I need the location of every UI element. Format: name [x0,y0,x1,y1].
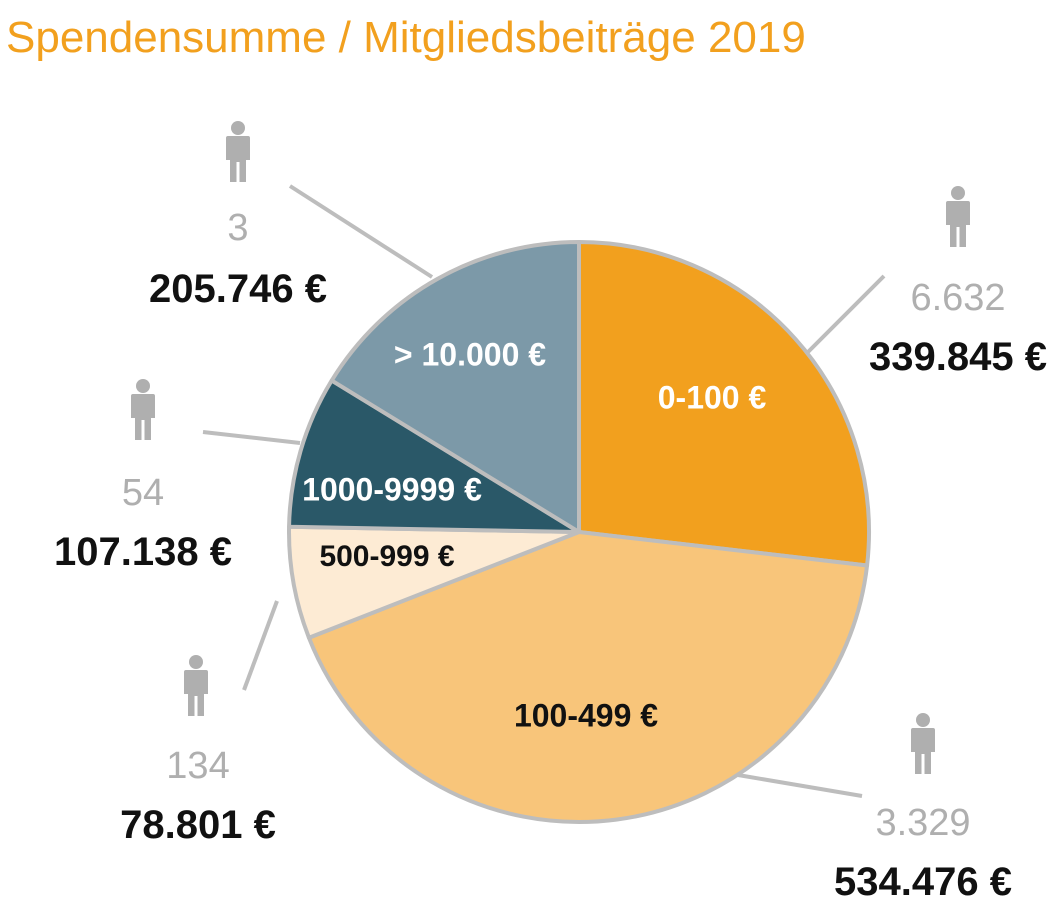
pie-slice [577,240,871,568]
leader-line [202,430,301,445]
callout: 54 107.138 € [54,379,232,574]
slice-label: 1000-9999 € [302,471,482,507]
leader-line [737,773,863,798]
slice-label: 0-100 € [658,379,767,415]
donor-count: 134 [166,745,229,787]
donor-count: 54 [122,472,164,514]
amount-label: 339.845 € [869,335,1047,379]
leader-line [288,184,434,279]
donor-count: 3 [227,207,248,249]
callout: 3.329 534.476 € [834,713,1012,904]
pie-slice [306,530,870,824]
pie-slice [287,378,581,534]
person-icon [946,186,970,247]
person-icon [131,379,155,440]
donor-count: 6.632 [910,277,1005,319]
person-icon [226,121,250,182]
amount-label: 534.476 € [834,860,1012,904]
person-icon [911,713,935,774]
slice-label: 500-999 € [319,540,454,573]
slice-labels: 0-100 € 100-499 € 500-999 € 1000-9999 € > 10… [302,336,766,733]
leader-line [806,274,886,354]
callout: 6.632 339.845 € [869,186,1047,379]
pie-slices [287,240,871,824]
callouts: 6.632 339.845 € 3.329 534.476 € 134 78.801 € 5… [54,121,1047,904]
donor-count: 3.329 [875,802,970,844]
amount-label: 205.746 € [149,267,327,311]
callout: 3 205.746 € [149,121,327,311]
callout: 134 78.801 € [120,655,276,847]
leader-line [242,600,279,691]
chart-title: Spendensumme / Mitgliedsbeiträge 2019 [6,13,806,62]
person-icon [184,655,208,716]
slice-label: 100-499 € [514,697,658,733]
pie-slice [329,240,581,534]
amount-label: 78.801 € [120,803,276,847]
slice-label: > 10.000 € [394,336,546,372]
leader-lines [202,184,886,798]
amount-label: 107.138 € [54,530,232,574]
